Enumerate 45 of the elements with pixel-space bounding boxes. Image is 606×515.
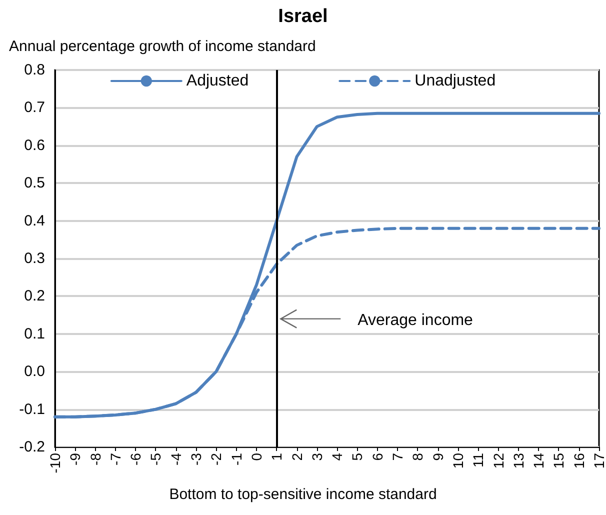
x-tick-label: 5	[349, 452, 366, 461]
legend-label: Adjusted	[186, 72, 249, 90]
x-tick-label: 1	[268, 452, 285, 461]
x-tick-label: -8	[87, 452, 104, 466]
x-tick-label: 12	[490, 452, 506, 469]
x-tick-label: 9	[430, 452, 446, 461]
y-tick-label: 0.8	[24, 62, 45, 78]
x-tick-label: 16	[570, 452, 587, 469]
y-tick-label: 0.3	[24, 250, 45, 267]
y-tick-label: 0.7	[24, 99, 45, 116]
x-tick-label: 11	[470, 452, 486, 468]
x-tick-label: 7	[390, 452, 406, 461]
x-tick-label: 8	[410, 452, 426, 461]
x-tick-label: -5	[148, 452, 164, 466]
x-axis-title: Bottom to top-sensitive income standard	[169, 486, 437, 503]
x-tick-label: -1	[228, 452, 244, 466]
y-tick-label: 0.2	[24, 288, 45, 305]
x-tick-label: 13	[510, 452, 526, 469]
x-tick-label: 4	[329, 452, 346, 461]
x-tick-label: 14	[530, 452, 547, 469]
x-tick-label: -3	[188, 452, 204, 466]
x-tick-label: -10	[47, 452, 63, 474]
y-tick-label: 0.5	[24, 174, 45, 192]
annotation: Average income	[358, 312, 474, 329]
chart-title: Israel	[278, 6, 328, 27]
legend-label: Unadjusted	[414, 72, 496, 90]
y-tick-label: 0.1	[24, 325, 45, 342]
x-tick-label: 17	[591, 452, 606, 469]
y-axis-title: Annual percentage growth of income standard	[9, 38, 316, 55]
y-tick-label: 0.6	[24, 136, 45, 154]
x-tick-label: -7	[107, 452, 124, 466]
y-tick-label: 0.0	[24, 363, 45, 380]
x-tick-label: 3	[308, 452, 325, 461]
x-tick-label: -2	[208, 452, 224, 466]
y-tick-label: -0.1	[19, 400, 45, 418]
x-tick-label: 6	[369, 452, 386, 461]
x-tick-label: 2	[288, 452, 305, 461]
y-tick-label: 0.4	[24, 212, 45, 230]
x-tick-label: -4	[168, 452, 184, 466]
y-tick-label: -0.2	[19, 438, 45, 456]
x-tick-label: 0	[248, 452, 264, 461]
x-tick-label: -6	[128, 452, 144, 466]
x-tick-label: 15	[550, 452, 567, 469]
x-tick-label: 10	[450, 452, 466, 469]
x-tick-label: -9	[67, 452, 84, 466]
